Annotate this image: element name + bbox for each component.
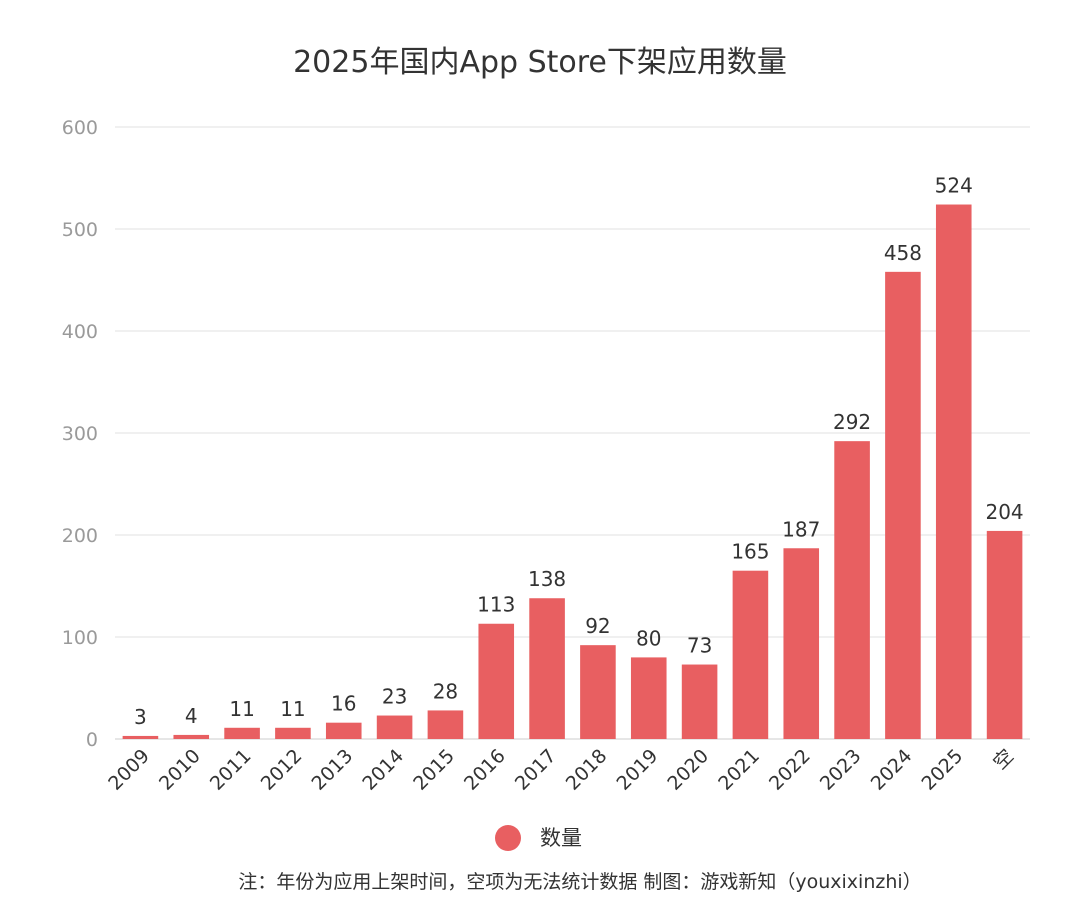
bar: [783, 548, 820, 739]
bar-value-label: 524: [935, 174, 973, 198]
bar: [681, 664, 718, 739]
x-tick-label: 2015: [409, 745, 459, 795]
x-tick-label: 2014: [358, 745, 408, 795]
x-tick-label: 2012: [257, 745, 307, 795]
bar: [935, 204, 972, 739]
bar-value-label: 80: [636, 626, 661, 650]
x-tick-label: 2024: [867, 745, 917, 795]
bar-value-label: 16: [331, 692, 356, 716]
bar-value-label: 458: [884, 241, 922, 265]
y-tick-label: 100: [62, 627, 98, 649]
bar: [986, 530, 1023, 739]
x-tick-label: 2020: [663, 745, 713, 795]
bar-value-label: 292: [833, 410, 871, 434]
bar: [630, 657, 667, 739]
bar-value-label: 3: [134, 705, 147, 729]
bar: [732, 570, 769, 739]
bar: [122, 735, 159, 739]
y-tick-labels: 0 100 200 300 400 500 600: [62, 117, 98, 751]
grid-layer: [115, 126, 1030, 740]
x-tick-label: 2010: [155, 745, 205, 795]
bar: [834, 441, 870, 739]
bar: [580, 645, 616, 739]
value-labels: 3 4 11 11 16 23 28 113 138 92 80 73 165 187 292 458 524 2…: [134, 174, 1024, 729]
bar: [275, 727, 311, 739]
bar-value-label: 4: [185, 704, 198, 728]
bar: [173, 734, 210, 739]
bar-value-label: 113: [477, 593, 515, 617]
legend-swatch: [495, 825, 521, 851]
chart-title: 2025年国内App Store下架应用数量: [293, 45, 787, 80]
y-tick-label: 200: [62, 525, 98, 547]
bar-value-label: 204: [985, 500, 1023, 524]
bar: [224, 727, 260, 739]
bar-value-label: 11: [280, 697, 305, 721]
x-tick-label: 2011: [206, 745, 256, 795]
x-tick-label: 2025: [918, 745, 968, 795]
bar-value-label: 187: [782, 517, 820, 541]
x-tick-label: 2013: [308, 745, 358, 795]
x-tick-label: 2023: [816, 745, 866, 795]
bar-value-label: 165: [731, 540, 769, 564]
y-tick-label: 500: [62, 219, 98, 241]
x-tick-label: 2017: [511, 745, 561, 795]
bar: [376, 715, 413, 739]
y-tick-label: 600: [62, 117, 98, 139]
x-tick-label: 2022: [765, 745, 815, 795]
x-tick-label: 2018: [562, 745, 612, 795]
bar: [478, 623, 515, 739]
bar-value-label: 138: [528, 567, 566, 591]
bar: [427, 710, 464, 739]
bars: [122, 204, 1023, 739]
y-tick-label: 400: [62, 321, 98, 343]
x-tick-label: 2009: [104, 745, 154, 795]
x-tick-label: 2021: [714, 745, 764, 795]
x-tick-label: 2016: [460, 745, 510, 795]
x-tick-label: 2019: [613, 745, 663, 795]
footnote: 注：年份为应用上架时间，空项为无法统计数据 制图：游戏新知（youxixinzh…: [238, 871, 921, 893]
bar-value-label: 11: [229, 697, 254, 721]
y-tick-label: 300: [62, 423, 98, 445]
y-tick-label: 0: [86, 729, 98, 751]
bar-value-label: 28: [433, 679, 458, 703]
bar: [325, 722, 362, 739]
x-tick-labels: 2009 2010 2011 2012 2013 2014 2015 2016 2017 2018…: [104, 745, 1018, 795]
bar: [885, 271, 921, 739]
legend: 数量: [495, 825, 582, 851]
bar-value-label: 92: [585, 614, 610, 638]
bar-value-label: 23: [382, 685, 407, 709]
legend-label: 数量: [540, 826, 582, 850]
bar-value-label: 73: [687, 634, 712, 658]
x-tick-label: 空: [989, 745, 1018, 774]
bar: [529, 598, 565, 739]
